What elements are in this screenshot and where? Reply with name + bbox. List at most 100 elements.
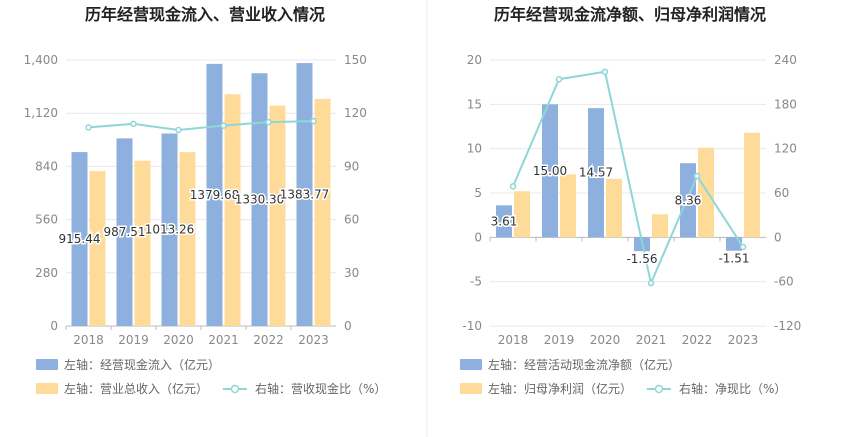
right-tick-label: 180 xyxy=(774,97,797,111)
right-tick-label: -120 xyxy=(774,319,801,333)
legend-label: 右轴：净现比（%） xyxy=(679,381,786,396)
x-tick-label: 2022 xyxy=(682,333,713,347)
line-point xyxy=(220,122,227,129)
chart-title: 历年经营现金流净额、归母净利润情况 xyxy=(494,5,766,24)
line-point xyxy=(509,183,517,190)
x-tick-label: 2023 xyxy=(728,333,759,347)
bar-cash-inflow xyxy=(296,63,313,326)
right-tick-label: 240 xyxy=(774,53,797,67)
bar-revenue xyxy=(179,152,196,326)
bar-net-profit xyxy=(514,191,530,238)
line-point xyxy=(693,172,701,180)
x-tick-label: 2018 xyxy=(498,333,529,347)
legend-swatch-line-point xyxy=(230,384,240,394)
data-label: -1.56 xyxy=(626,252,657,266)
x-tick-label: 2020 xyxy=(590,333,621,347)
legend-swatch-bar1 xyxy=(460,359,482,370)
legend-label: 左轴：营业总收入（亿元） xyxy=(64,381,208,396)
left-tick-label: 0 xyxy=(50,319,58,333)
legend-swatch-bar1 xyxy=(36,359,58,370)
data-label: 8.36 xyxy=(675,193,702,207)
data-label: 3.61 xyxy=(491,214,518,228)
line-point xyxy=(310,117,317,125)
x-tick-label: 2022 xyxy=(253,333,284,347)
data-label: 14.57 xyxy=(579,166,613,180)
data-label: 987.51 xyxy=(104,225,146,239)
bar-revenue xyxy=(134,160,151,326)
left-tick-label: 1,120 xyxy=(24,106,58,120)
legend-label: 左轴：经营现金流入（亿元） xyxy=(64,357,220,372)
bar-cash-net xyxy=(588,108,604,238)
left-tick-label: 15 xyxy=(467,97,482,111)
left-tick-label: 20 xyxy=(467,53,482,67)
left-tick-label: 5 xyxy=(474,186,482,200)
legend-label: 左轴：归母净利润（亿元） xyxy=(488,381,632,396)
data-label: 1383.77 xyxy=(280,188,330,202)
bar-cash-inflow xyxy=(206,63,223,326)
bar-revenue xyxy=(314,98,331,326)
legend-swatch-bar2 xyxy=(460,383,482,394)
bar-revenue xyxy=(89,171,106,326)
legend-label: 右轴：营收现金比（%） xyxy=(255,381,386,396)
right-tick-label: 0 xyxy=(344,319,352,333)
right-tick-label: -60 xyxy=(774,275,794,289)
legend-swatch-line-point xyxy=(654,384,664,394)
bar-net-profit xyxy=(698,147,714,238)
left-tick-label: -5 xyxy=(470,275,482,289)
right-tick-label: 120 xyxy=(774,142,797,156)
left-tick-label: 10 xyxy=(467,142,482,156)
right-tick-label: 0 xyxy=(774,230,782,244)
left-tick-label: 280 xyxy=(35,266,58,280)
x-tick-label: 2021 xyxy=(208,333,239,347)
data-label: 1013.26 xyxy=(145,223,195,237)
chart-2: 历年经营现金流净额、归母净利润情况 -10 -5 0 5 10 15 20 -120 -60 0 60… xyxy=(460,5,801,396)
bar-cash-net xyxy=(680,163,696,238)
data-label: 1379.68 xyxy=(190,188,240,202)
left-tick-label: 560 xyxy=(35,213,58,227)
legend-label: 左轴：经营活动现金流净额（亿元） xyxy=(488,357,680,372)
bar-net-profit xyxy=(560,174,576,238)
right-tick-label: 150 xyxy=(344,53,367,67)
left-tick-label: 840 xyxy=(35,159,58,173)
right-tick-label: 90 xyxy=(344,159,359,173)
line-point xyxy=(175,126,182,134)
x-tick-label: 2023 xyxy=(298,333,329,347)
line-point xyxy=(265,118,272,126)
legend-swatch-bar2 xyxy=(36,383,58,394)
bar-cash-inflow xyxy=(116,138,133,326)
data-label: -1.51 xyxy=(718,252,749,266)
line-point xyxy=(85,124,92,131)
line-point xyxy=(601,68,609,76)
bar-cash-net xyxy=(542,104,558,238)
line-ratio xyxy=(88,120,314,132)
bar-revenue xyxy=(269,105,286,326)
bar-net-profit xyxy=(744,132,760,238)
line-ratio xyxy=(512,70,744,287)
left-tick-label: -10 xyxy=(462,319,482,333)
bar-cash-net xyxy=(726,237,742,251)
x-tick-label: 2019 xyxy=(544,333,575,347)
x-tick-label: 2020 xyxy=(163,333,194,347)
x-tick-label: 2019 xyxy=(118,333,149,347)
chart-1: 历年经营现金流入、营业收入情况 0 280 560 840 1,120 1,400 0 30 60… xyxy=(24,5,387,396)
data-label: 1330.30 xyxy=(235,193,285,207)
bar-cash-inflow xyxy=(251,73,268,326)
x-tick-label: 2018 xyxy=(73,333,104,347)
line-point xyxy=(130,120,137,128)
bar-cash-net xyxy=(496,205,512,238)
right-tick-label: 60 xyxy=(774,186,789,200)
left-tick-label: 0 xyxy=(474,230,482,244)
x-tick-label: 2021 xyxy=(636,333,667,347)
chart-title: 历年经营现金流入、营业收入情况 xyxy=(85,5,325,24)
bar-net-profit xyxy=(606,178,622,238)
right-tick-label: 30 xyxy=(344,266,359,280)
line-point xyxy=(555,75,563,83)
legend: 左轴：经营活动现金流净额（亿元） 左轴：归母净利润（亿元） 右轴：净现比（%） xyxy=(460,357,786,396)
bar-net-profit xyxy=(652,214,668,238)
bar-cash-inflow xyxy=(71,152,88,326)
legend: 左轴：经营现金流入（亿元） 左轴：营业总收入（亿元） 右轴：营收现金比（%） xyxy=(36,357,386,396)
bar-revenue xyxy=(224,94,241,326)
data-label: 15.00 xyxy=(533,164,567,178)
